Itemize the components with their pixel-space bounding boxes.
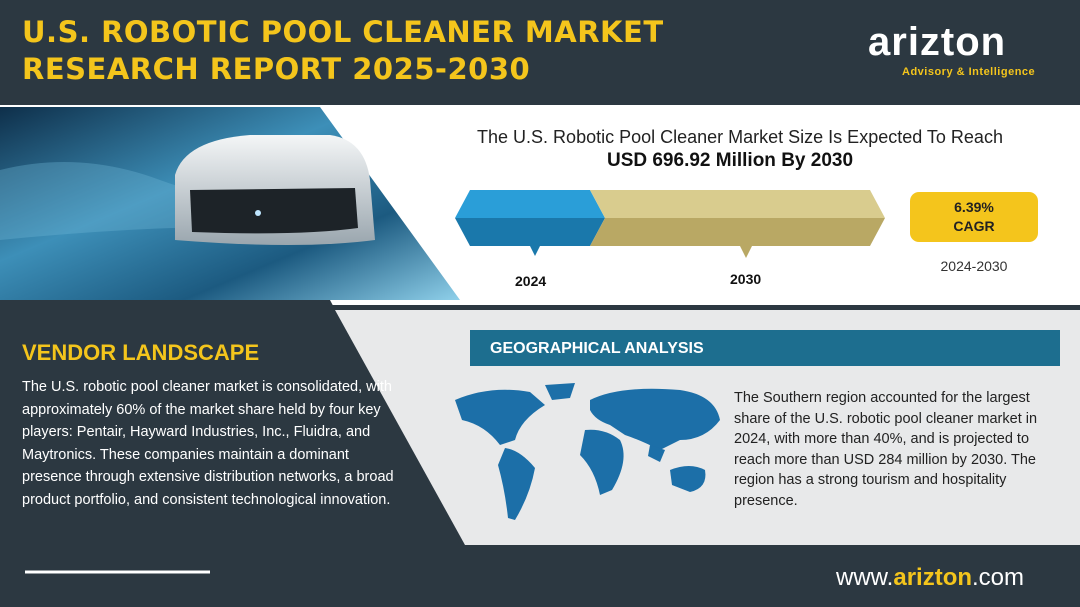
footer-band <box>0 545 1080 607</box>
title: U.S. ROBOTIC POOL CLEANER MARKET RESEARC… <box>22 14 664 88</box>
start-year: 2024 <box>515 273 547 289</box>
logo: arizton <box>868 20 1007 64</box>
cagr-label: CAGR <box>953 218 995 234</box>
cagr-box: 6.39% CAGR <box>910 192 1038 242</box>
url-suffix: .com <box>972 564 1025 591</box>
geo-heading-bar <box>470 330 1060 366</box>
url-brand: arizton <box>893 564 973 591</box>
cagr-period: 2024-2030 <box>940 258 1008 274</box>
geo-text: The Southern region accounted for the la… <box>734 390 1038 509</box>
robot-light <box>255 210 261 216</box>
vendor-heading: VENDOR LANDSCAPE <box>22 340 260 365</box>
end-year: 2030 <box>730 271 762 287</box>
pointer-2024 <box>530 246 540 256</box>
arrow-2030-top <box>590 190 885 218</box>
title-line: U.S. ROBOTIC POOL CLEANER MARKET <box>22 15 664 49</box>
arrow-2024-bottom <box>455 218 605 246</box>
headline-highlight: USD 696.92 Million By 2030 <box>606 150 854 171</box>
footer-url: www.arizton.com <box>836 564 1024 592</box>
vendor-text: The U.S. robotic pool cleaner market is … <box>22 379 394 508</box>
arrow-2030-bottom <box>590 218 885 246</box>
logo-tagline: Advisory & Intelligence <box>902 66 1036 78</box>
title-line: RESEARCH REPORT 2025-2030 <box>22 52 531 86</box>
url-prefix: www. <box>836 564 894 591</box>
vendor-panel <box>0 300 460 545</box>
geo-heading: GEOGRAPHICAL ANALYSIS <box>490 340 704 357</box>
robot-window <box>190 188 358 234</box>
cagr-value: 6.39% <box>954 199 994 215</box>
world-map <box>455 383 720 520</box>
headline: The U.S. Robotic Pool Cleaner Market Siz… <box>477 127 1003 147</box>
arrow-2024-top <box>455 190 605 218</box>
pointer-2030 <box>740 246 752 258</box>
